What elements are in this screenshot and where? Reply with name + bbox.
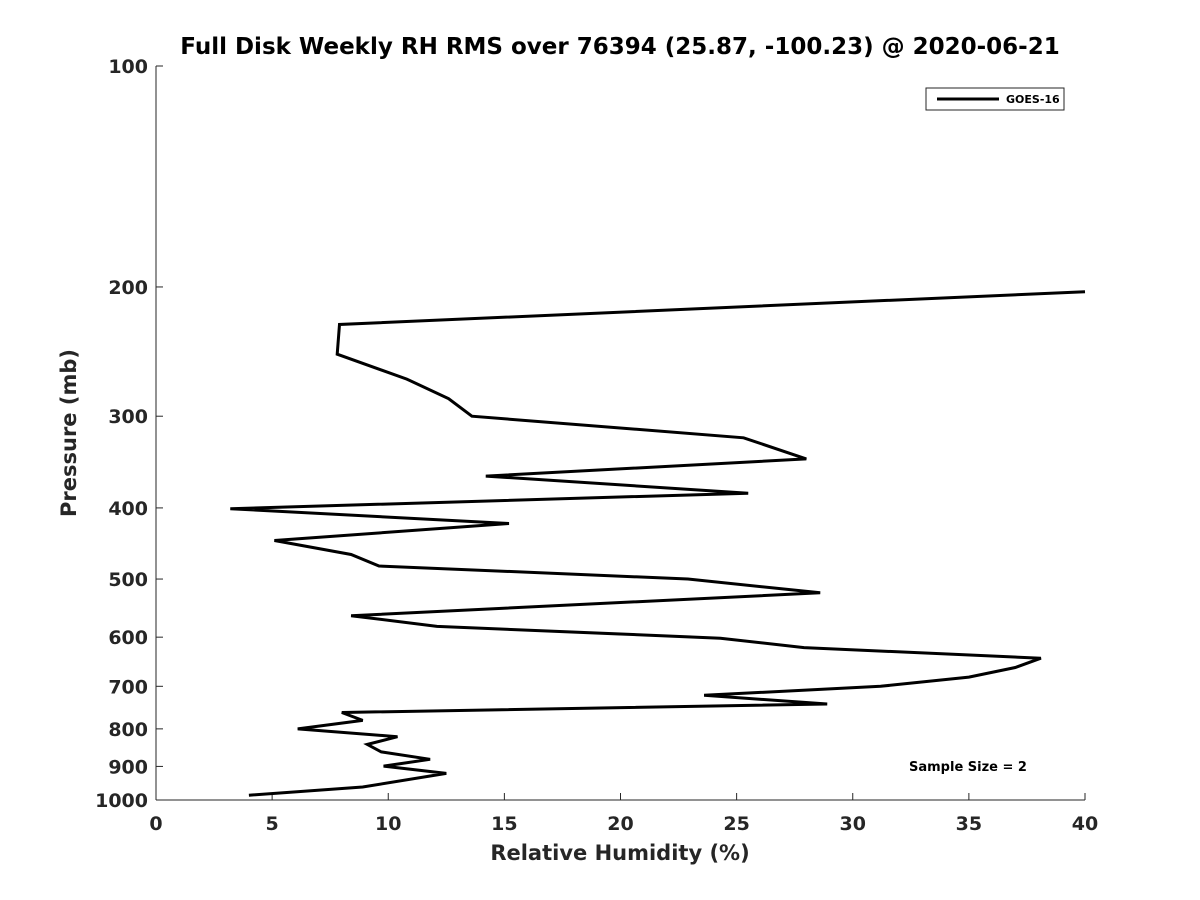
y-tick-label-700: 700 xyxy=(108,676,148,698)
plot-area xyxy=(156,66,1085,800)
x-tick-label-40: 40 xyxy=(1072,813,1098,835)
x-tick-label-10: 10 xyxy=(375,813,401,835)
x-tick-label-15: 15 xyxy=(491,813,517,835)
chart-title: Full Disk Weekly RH RMS over 76394 (25.8… xyxy=(180,34,1059,60)
legend-label-goes-16: GOES-16 xyxy=(1006,93,1060,106)
x-tick-label-0: 0 xyxy=(149,813,162,835)
series-layer xyxy=(230,290,1086,797)
y-tick-label-300: 300 xyxy=(108,406,148,428)
y-tick-label-600: 600 xyxy=(108,627,148,649)
x-tick-label-30: 30 xyxy=(840,813,866,835)
x-tick-label-35: 35 xyxy=(956,813,982,835)
legend: GOES-16 xyxy=(925,87,1065,111)
x-tick-label-25: 25 xyxy=(723,813,749,835)
y-tick-label-200: 200 xyxy=(108,277,148,299)
y-tick-label-400: 400 xyxy=(108,498,148,520)
y-tick-label-900: 900 xyxy=(108,756,148,778)
y-axis-ticks: 100 200 300 400 500 600 700 800 900 1000 xyxy=(95,56,163,812)
x-axis-label: Relative Humidity (%) xyxy=(490,841,749,865)
y-tick-label-800: 800 xyxy=(108,719,148,741)
y-tick-label-1000: 1000 xyxy=(95,790,148,812)
x-tick-label-20: 20 xyxy=(607,813,633,835)
y-axis-label: Pressure (mb) xyxy=(57,349,81,517)
series-line-goes-16 xyxy=(230,290,1086,797)
y-tick-label-500: 500 xyxy=(108,569,148,591)
sample-size-annotation: Sample Size = 2 xyxy=(909,760,1027,775)
y-tick-label-100: 100 xyxy=(108,56,148,78)
x-tick-label-5: 5 xyxy=(266,813,279,835)
x-axis-ticks: 0 5 10 15 20 25 30 35 40 xyxy=(149,793,1098,835)
